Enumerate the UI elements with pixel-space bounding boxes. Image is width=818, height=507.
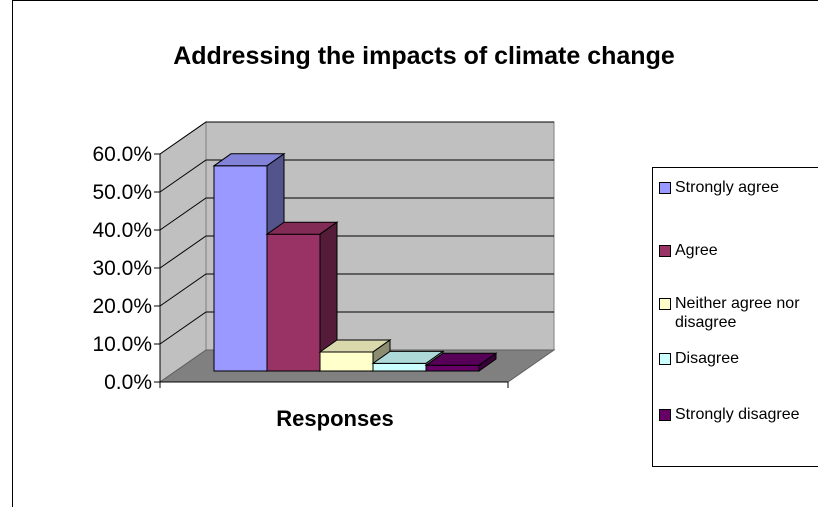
x-axis-label: Responses [276,406,393,431]
gridline [159,159,554,193]
gridline [159,273,554,307]
legend-label: Strongly disagree [675,406,800,423]
chart-legend: Strongly agree Agree Neither agree nor dis… [652,167,818,467]
gridline [159,121,554,155]
legend-swatch [659,353,671,365]
y-tick-label: 60.0% [92,143,152,166]
gridline [159,235,554,269]
bar-front [319,351,374,372]
legend-label: Strongly agree [675,179,780,196]
bar-front [372,362,427,372]
gridline [159,311,554,345]
gridline [159,197,554,231]
bar-agree [265,221,339,372]
legend-swatch [659,245,671,257]
bar-front [425,364,480,372]
chart-title: Addressing the impacts of climate change [173,42,675,70]
legend-label: Agree [675,242,718,259]
y-tick-label: 40.0% [92,219,152,242]
y-tick-label: 0.0% [104,371,152,394]
y-tick-label: 30.0% [92,257,152,280]
y-tick-label: 10.0% [92,333,152,356]
legend-label: Neither agree nor disagree [675,295,800,331]
bar-front [266,233,321,372]
legend-label: Disagree [675,350,740,367]
legend-item: Agree [659,241,818,260]
legend-item: Strongly disagree [659,405,818,424]
y-tick-label: 50.0% [92,181,152,204]
bar-front [213,165,268,372]
bar-neither-agree-nor-disagree [318,339,392,372]
y-tick-label: 20.0% [92,295,152,318]
legend-item: Neither agree nor disagree [659,294,818,332]
chart-area [12,0,818,507]
legend-swatch [659,409,671,421]
legend-swatch [659,182,671,194]
bar-side [478,352,497,372]
legend-item: Strongly agree [659,178,818,197]
bar-strongly-disagree [424,352,498,372]
legend-swatch [659,298,671,310]
legend-item: Disagree [659,349,818,368]
